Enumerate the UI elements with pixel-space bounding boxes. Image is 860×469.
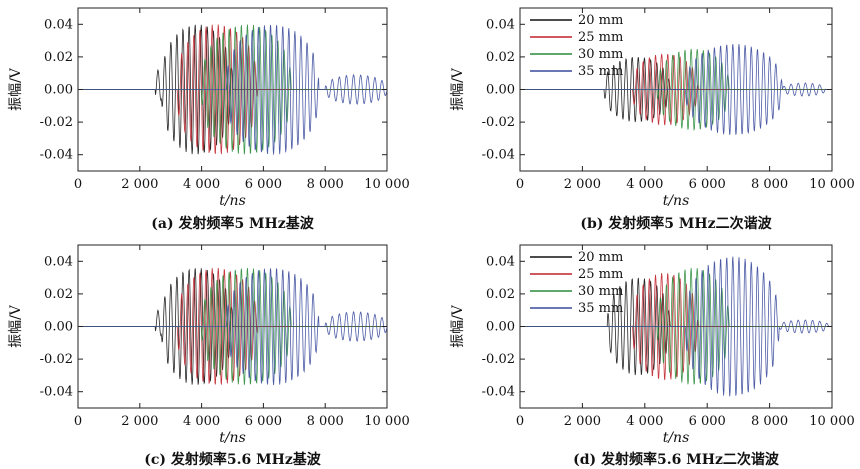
y-tick-label: -0.04 <box>40 385 73 400</box>
chart-panel-3: 0 2 000 4 000 6 000 8 000 10 000 0.04 0.02 0.00 -… <box>8 244 410 468</box>
x-tick-label: 6 000 <box>689 414 726 429</box>
x-tick-label: 4 000 <box>183 414 220 429</box>
x-axis-label: t/ns <box>663 430 690 446</box>
x-axis-label: t/ns <box>219 193 246 209</box>
legend-label-2: 25 mm <box>578 267 623 282</box>
x-tick-label: 0 <box>74 414 82 429</box>
y-tick-label: 0.00 <box>486 320 515 335</box>
y-tick-label: -0.02 <box>40 115 73 130</box>
legend: 20 mm 25 mm 30 mm 35 mm <box>530 250 623 316</box>
x-tick-label: 10 000 <box>364 177 410 192</box>
y-tick-label: -0.04 <box>482 385 515 400</box>
x-axis-label: t/ns <box>219 430 246 446</box>
traces <box>78 24 387 155</box>
x-tick-label: 4 000 <box>626 177 663 192</box>
series-line-4 <box>78 267 387 386</box>
x-tick-label: 0 <box>516 414 524 429</box>
x-axis-label: t/ns <box>663 193 690 209</box>
legend-label-1: 20 mm <box>578 13 623 28</box>
traces <box>520 44 832 135</box>
panel-caption: (a) 发射频率5 MHz基波 <box>151 215 314 232</box>
x-tick-label: 2 000 <box>121 414 158 429</box>
panel-caption: (c) 发射频率5.6 MHz基波 <box>144 451 322 468</box>
x-tick-label: 0 <box>74 177 82 192</box>
y-tick-label: 0.00 <box>44 320 73 335</box>
y-tick-label: -0.02 <box>482 352 515 367</box>
x-tick-label: 10 000 <box>809 414 855 429</box>
x-tick-label: 8 000 <box>307 414 344 429</box>
x-tick-label: 6 000 <box>245 177 282 192</box>
y-tick-label: -0.04 <box>482 148 515 163</box>
series-line-4 <box>520 44 832 135</box>
x-tick-label: 2 000 <box>564 177 601 192</box>
legend-label-3: 30 mm <box>578 47 623 62</box>
legend-label-4: 35 mm <box>578 64 623 79</box>
panel-caption: (b) 发射频率5 MHz二次谐波 <box>580 215 772 232</box>
panel-caption: (d) 发射频率5.6 MHz二次谐波 <box>573 451 780 468</box>
x-tick-label: 10 000 <box>364 414 410 429</box>
x-tick-label: 0 <box>516 177 524 192</box>
legend: 20 mm 25 mm 30 mm 35 mm <box>530 13 623 79</box>
y-tick-label: -0.02 <box>482 115 515 130</box>
chart-panel-2: 0 2 000 4 000 6 000 8 000 10 000 0.04 0.02 0.00 -… <box>450 7 855 232</box>
y-tick-label: 0.02 <box>486 50 515 65</box>
series-line-4 <box>520 256 832 397</box>
y-tick-label: -0.02 <box>40 352 73 367</box>
legend-label-2: 25 mm <box>578 30 623 45</box>
y-tick-label: 0.04 <box>486 254 515 269</box>
y-tick-label: 0.04 <box>44 17 73 32</box>
x-tick-label: 4 000 <box>626 414 663 429</box>
x-tick-label: 6 000 <box>245 414 282 429</box>
chart-panel-1: 0 2 000 4 000 6 000 8 000 10 000 0.04 0.02 0.00 -… <box>8 7 410 232</box>
traces <box>78 267 387 386</box>
y-tick-label: -0.04 <box>40 148 73 163</box>
y-axis-label: 振幅/V <box>8 304 24 348</box>
y-axis-label: 振幅/V <box>8 67 24 111</box>
x-tick-label: 8 000 <box>751 177 788 192</box>
x-tick-label: 10 000 <box>809 177 855 192</box>
traces <box>520 256 832 397</box>
x-tick-label: 8 000 <box>751 414 788 429</box>
y-tick-label: 0.02 <box>44 287 73 302</box>
y-tick-label: 0.04 <box>486 17 515 32</box>
legend-label-3: 30 mm <box>578 284 623 299</box>
x-tick-label: 8 000 <box>307 177 344 192</box>
x-tick-label: 2 000 <box>564 414 601 429</box>
x-tick-label: 6 000 <box>689 177 726 192</box>
y-axis-label: 振幅/V <box>450 67 466 111</box>
y-tick-label: 0.02 <box>486 287 515 302</box>
y-tick-label: 0.04 <box>44 254 73 269</box>
y-tick-label: 0.00 <box>44 83 73 98</box>
y-tick-label: 0.02 <box>44 50 73 65</box>
legend-label-1: 20 mm <box>578 250 623 265</box>
series-line-4 <box>78 24 387 155</box>
x-tick-label: 2 000 <box>121 177 158 192</box>
legend-label-4: 35 mm <box>578 301 623 316</box>
y-tick-label: 0.00 <box>486 83 515 98</box>
y-axis-label: 振幅/V <box>450 304 466 348</box>
chart-panel-4: 0 2 000 4 000 6 000 8 000 10 000 0.04 0.02 0.00 -… <box>450 244 855 468</box>
x-tick-label: 4 000 <box>183 177 220 192</box>
